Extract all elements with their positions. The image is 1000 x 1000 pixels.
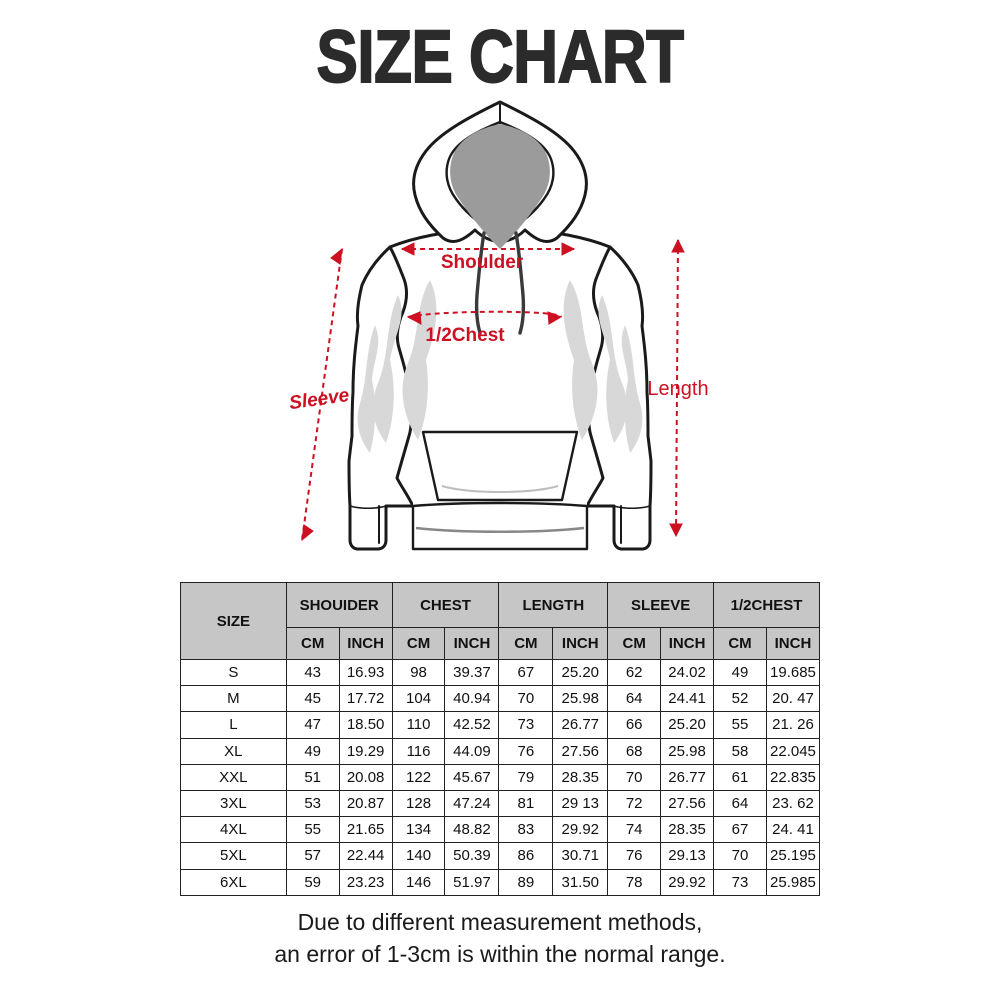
- svg-text:Length: Length: [647, 378, 708, 400]
- svg-text:Sleeve: Sleeve: [288, 385, 351, 414]
- svg-text:Shoulder: Shoulder: [441, 252, 524, 273]
- svg-text:1/2Chest: 1/2Chest: [425, 325, 505, 346]
